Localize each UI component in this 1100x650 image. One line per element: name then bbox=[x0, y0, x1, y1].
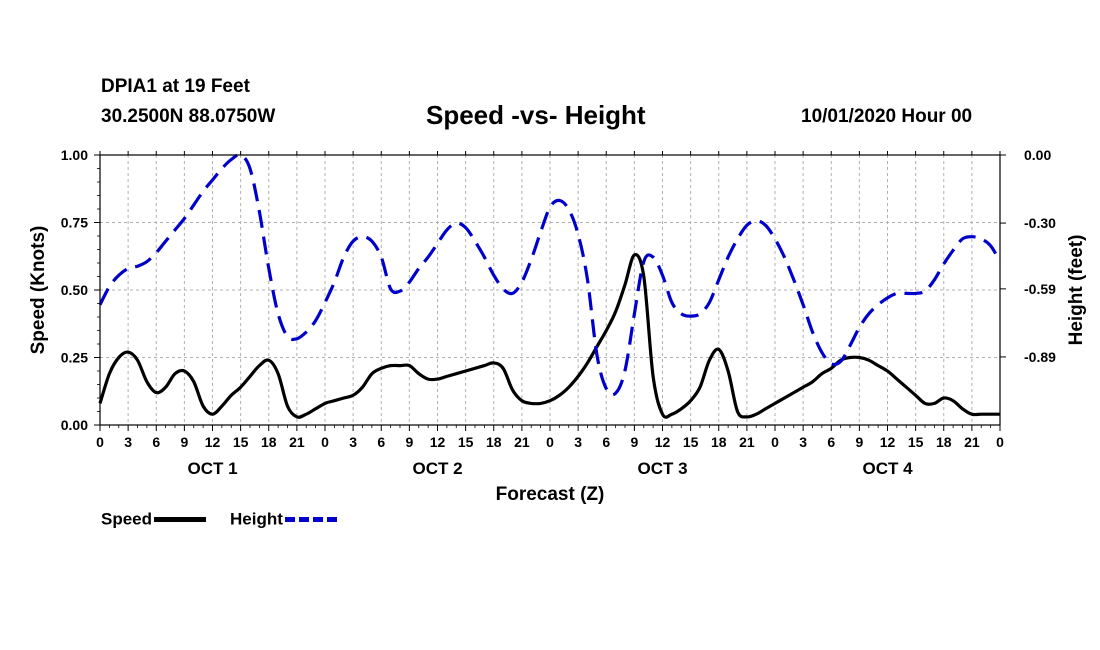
run-datetime: 10/01/2020 Hour 00 bbox=[801, 106, 973, 127]
x-tick-label: 3 bbox=[574, 434, 582, 450]
y-tick-label-left: 0.25 bbox=[61, 350, 88, 366]
x-axis-label: Forecast (Z) bbox=[496, 484, 605, 505]
x-tick-label: 3 bbox=[799, 434, 807, 450]
chart-title: Speed -vs- Height bbox=[426, 100, 646, 130]
legend-speed-swatch bbox=[154, 517, 207, 523]
x-tick-label: 0 bbox=[996, 434, 1004, 450]
day-label: OCT 3 bbox=[637, 459, 687, 478]
y-tick-label-left: 1.00 bbox=[61, 147, 88, 163]
y-axis-label-left: Speed (Knots) bbox=[28, 226, 49, 355]
y-tick-label-right: 0.00 bbox=[1024, 147, 1051, 163]
x-tick-label: 9 bbox=[180, 434, 188, 450]
x-tick-label: 6 bbox=[152, 434, 160, 450]
y-tick-label-left: 0.75 bbox=[61, 215, 88, 231]
y-tick-label-right: -0.89 bbox=[1024, 349, 1056, 365]
x-tick-label: 0 bbox=[771, 434, 779, 450]
x-tick-label: 15 bbox=[233, 434, 249, 450]
station-label: DPIA1 at 19 Feet bbox=[101, 76, 250, 97]
x-tick-label: 9 bbox=[405, 434, 413, 450]
x-tick-label: 0 bbox=[321, 434, 329, 450]
x-tick-label: 15 bbox=[458, 434, 474, 450]
grid bbox=[100, 155, 1000, 425]
x-tick-label: 12 bbox=[880, 434, 896, 450]
x-tick-label: 12 bbox=[205, 434, 221, 450]
x-tick-label: 12 bbox=[430, 434, 446, 450]
series bbox=[98, 153, 1002, 419]
series-line-height bbox=[98, 153, 1002, 397]
x-tick-label: 6 bbox=[602, 434, 610, 450]
x-tick-label: 3 bbox=[124, 434, 132, 450]
legend-height: Height bbox=[230, 509, 337, 530]
legend-height-label: Height bbox=[230, 509, 283, 529]
y-tick-label-left: 0.00 bbox=[61, 417, 88, 433]
axes: 0 3 6 9 12 15 18 21 0 3 6 9 12 15 18 21 0 3 6 9 12 15 18 21 0 3 6 9… bbox=[61, 147, 1056, 478]
day-label: OCT 2 bbox=[412, 459, 462, 478]
y-tick-label-left: 0.50 bbox=[61, 282, 88, 298]
x-tick-label: 15 bbox=[908, 434, 924, 450]
series-line-speed bbox=[98, 253, 1000, 419]
x-tick-label: 3 bbox=[349, 434, 357, 450]
x-tick-label: 6 bbox=[827, 434, 835, 450]
x-tick-label: 6 bbox=[377, 434, 385, 450]
day-label: OCT 1 bbox=[187, 459, 237, 478]
x-tick-label: 9 bbox=[630, 434, 638, 450]
x-tick-label: 12 bbox=[655, 434, 671, 450]
x-tick-label: 15 bbox=[683, 434, 699, 450]
coordinates-label: 30.2500N 88.0750W bbox=[101, 106, 276, 127]
x-tick-label: 21 bbox=[964, 434, 980, 450]
x-tick-label: 21 bbox=[514, 434, 530, 450]
y-axis-label-right: Height (feet) bbox=[1066, 235, 1087, 346]
y-tick-label-right: -0.30 bbox=[1024, 215, 1056, 231]
x-tick-label: 21 bbox=[739, 434, 755, 450]
legend-speed: Speed bbox=[101, 509, 207, 530]
x-tick-label: 9 bbox=[855, 434, 863, 450]
legend-height-swatch bbox=[284, 517, 337, 523]
x-tick-label: 0 bbox=[96, 434, 104, 450]
x-tick-label: 18 bbox=[261, 434, 277, 450]
x-tick-label: 21 bbox=[289, 434, 305, 450]
legend-speed-label: Speed bbox=[101, 509, 153, 529]
x-tick-label: 18 bbox=[711, 434, 727, 450]
day-label: OCT 4 bbox=[862, 459, 913, 478]
plot-frame bbox=[99, 154, 1001, 426]
x-tick-label: 0 bbox=[546, 434, 554, 450]
x-tick-label: 18 bbox=[936, 434, 952, 450]
y-tick-label-right: -0.59 bbox=[1024, 281, 1056, 297]
x-tick-label: 18 bbox=[486, 434, 502, 450]
